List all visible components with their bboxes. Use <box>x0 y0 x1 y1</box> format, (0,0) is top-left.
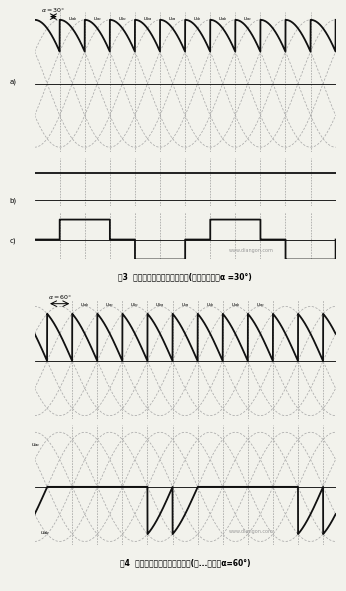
Text: $u_{bc}$: $u_{bc}$ <box>130 301 139 309</box>
Text: $u_{ac}$: $u_{ac}$ <box>256 301 265 309</box>
Text: a): a) <box>10 79 17 85</box>
Text: $u_{ab}$: $u_{ab}$ <box>231 301 240 309</box>
Text: $u_{ba}$: $u_{ba}$ <box>155 301 165 309</box>
Text: $u_{bc}$: $u_{bc}$ <box>118 15 127 23</box>
Text: $u_{ba}$: $u_{ba}$ <box>143 15 152 23</box>
Text: $u_{ac}$: $u_{ac}$ <box>106 301 114 309</box>
Text: $u_{ac}$: $u_{ac}$ <box>243 15 252 23</box>
Text: $u_{ab}$: $u_{ab}$ <box>80 301 89 309</box>
Text: $u_{ab}$: $u_{ab}$ <box>218 15 227 23</box>
Text: $u_{cb}$: $u_{cb}$ <box>206 301 215 309</box>
Text: $\alpha=60°$: $\alpha=60°$ <box>47 293 72 301</box>
Text: $u_{ab}$: $u_{ab}$ <box>40 529 51 537</box>
Text: c): c) <box>10 237 17 243</box>
Text: b): b) <box>9 197 17 204</box>
Text: www.diangon.com: www.diangon.com <box>229 248 274 254</box>
Text: $u_{ca}$: $u_{ca}$ <box>181 301 190 309</box>
Text: 图3  三相桥式全控整流电路波形(电感性负载，α =30°): 图3 三相桥式全控整流电路波形(电感性负载，α =30°) <box>118 272 252 281</box>
Text: $u_{ca}$: $u_{ca}$ <box>168 15 177 23</box>
Text: $u_{ac}$: $u_{ac}$ <box>93 15 102 23</box>
Text: $u_{cb}$: $u_{cb}$ <box>193 15 202 23</box>
Text: $u_{ab}$: $u_{ab}$ <box>68 15 77 23</box>
Text: $u_{ac}$: $u_{ac}$ <box>30 441 40 449</box>
Text: $\alpha=30°$: $\alpha=30°$ <box>41 6 66 14</box>
Text: www.diangon.com: www.diangon.com <box>229 529 274 534</box>
Text: 图4  三相桥式全控整流电路波形(电...负载，α=60°): 图4 三相桥式全控整流电路波形(电...负载，α=60°) <box>120 558 251 567</box>
